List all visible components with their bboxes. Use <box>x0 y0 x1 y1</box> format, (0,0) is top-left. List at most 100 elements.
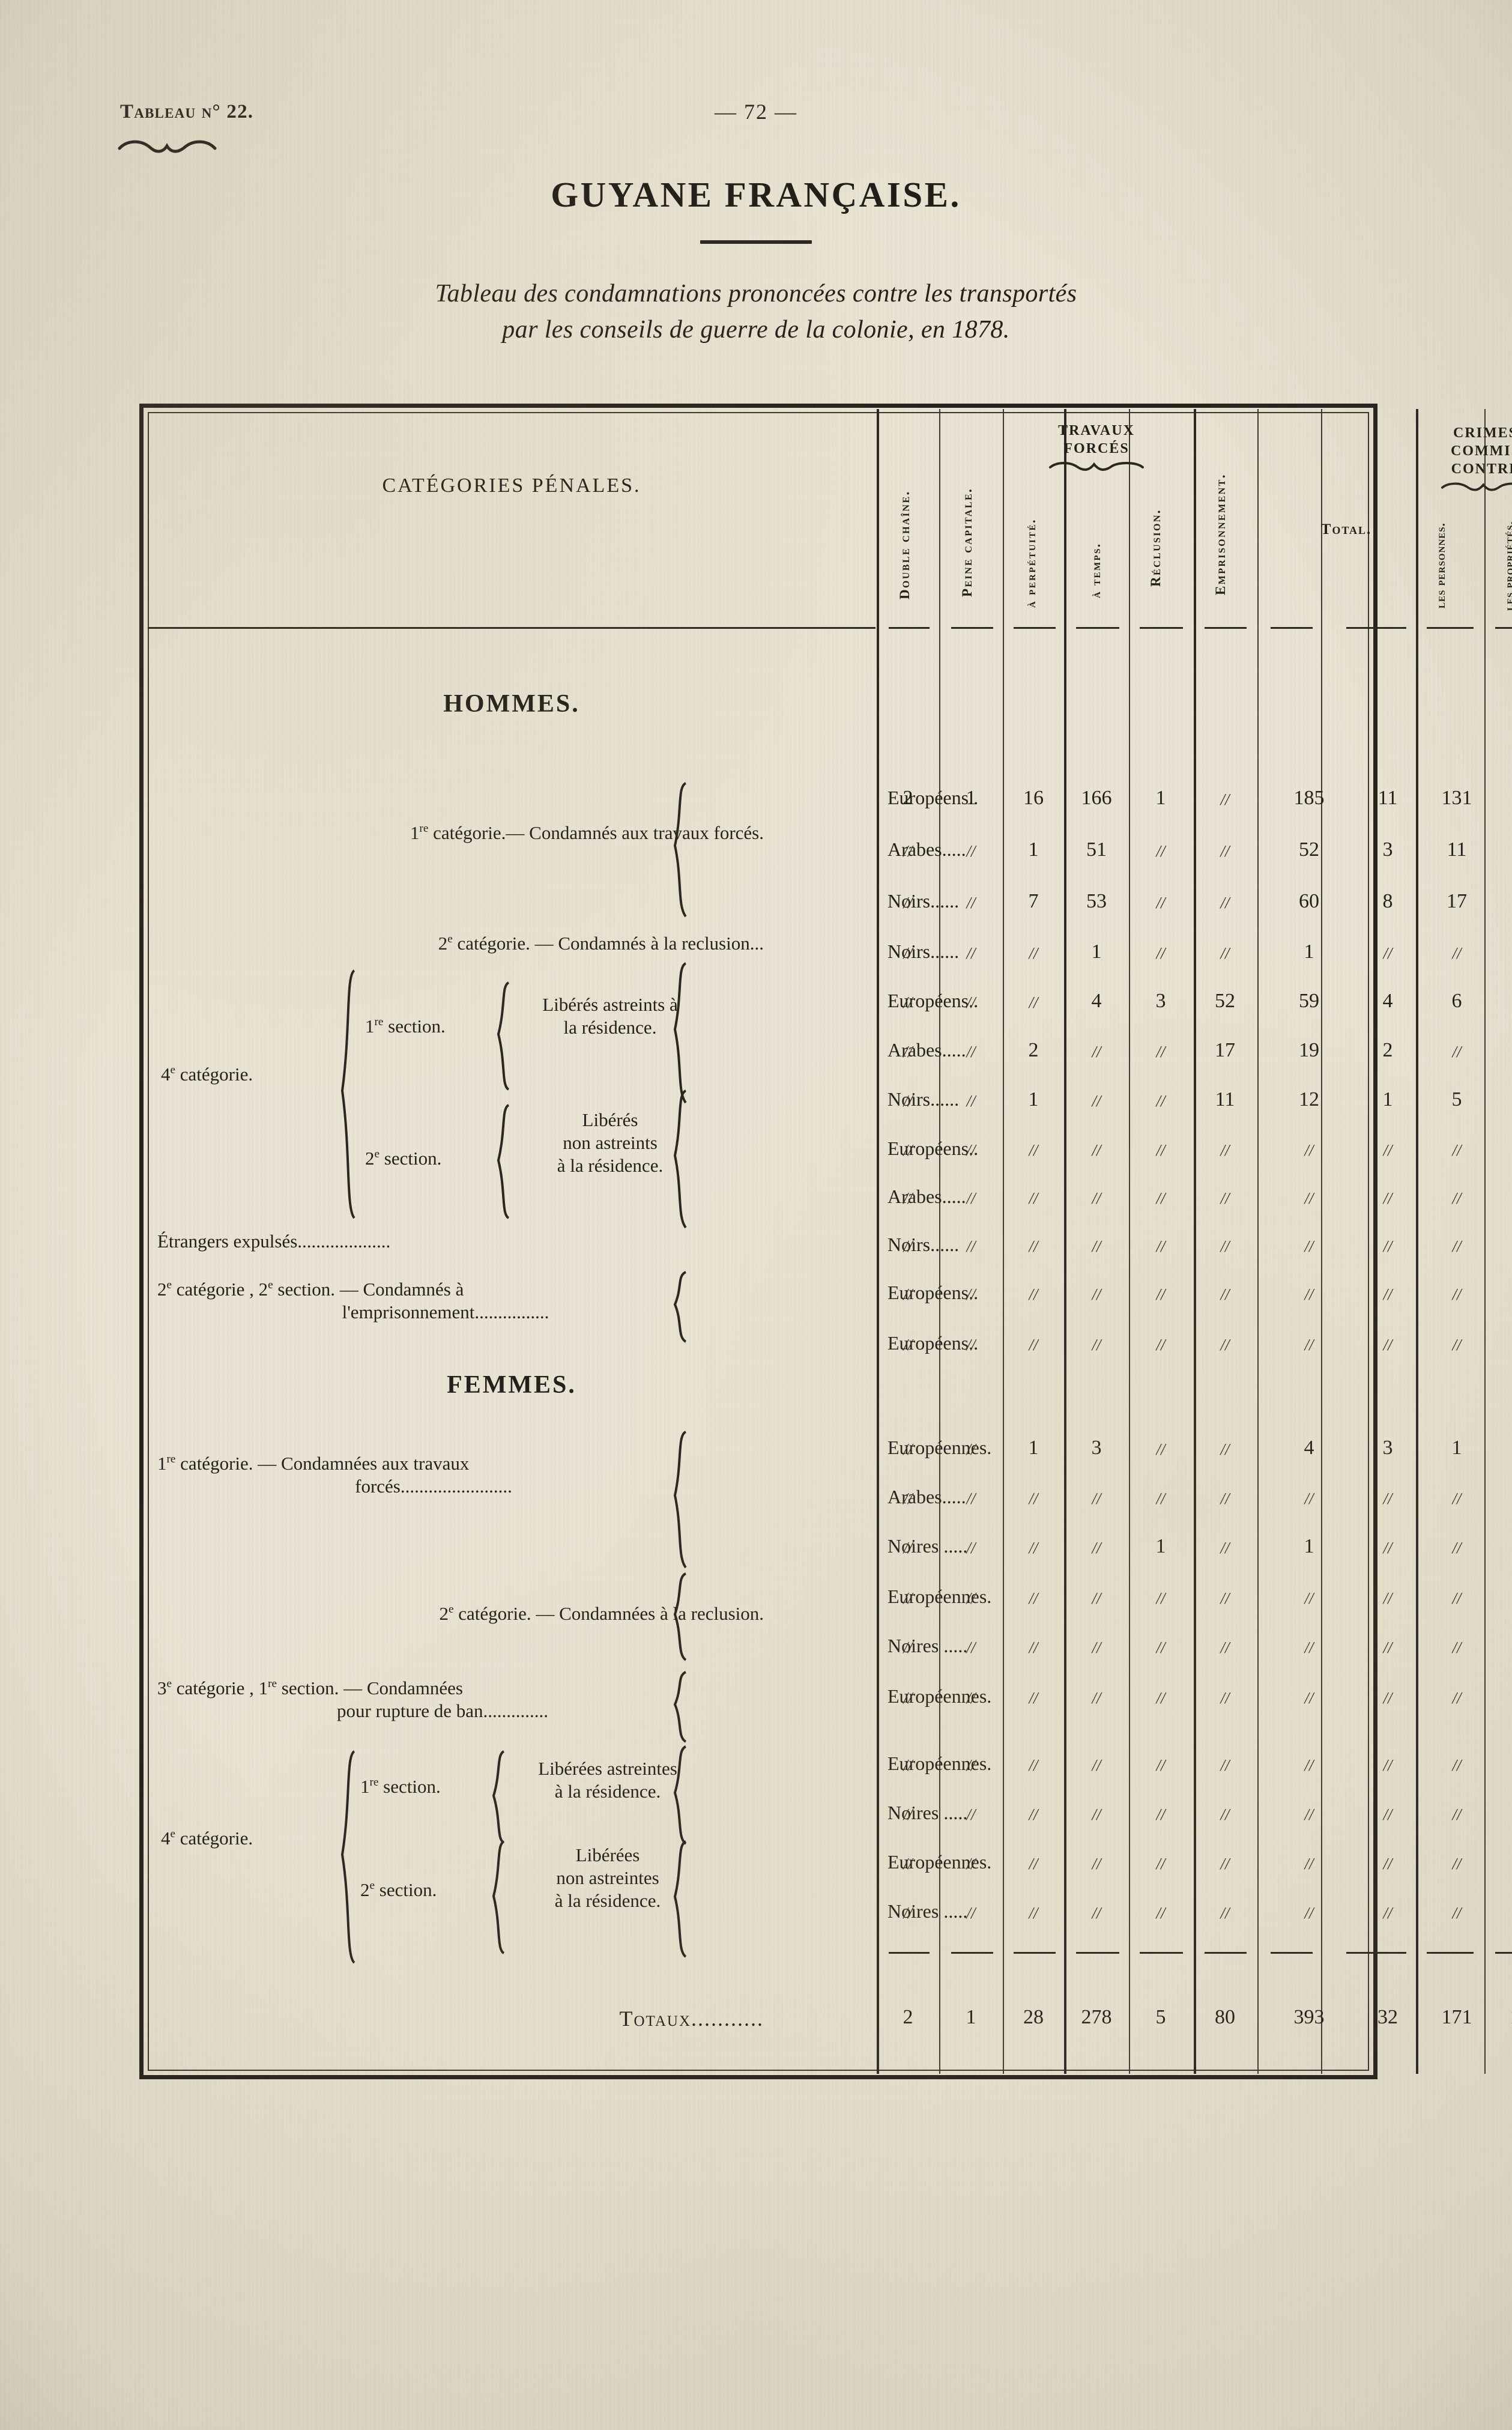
cell-femmes-r8-c8: // <box>1452 1855 1462 1873</box>
table-subtitle: Tableau des condamnations prononcées con… <box>0 276 1512 348</box>
cell-hommes-r3-c1: // <box>966 944 976 962</box>
cell-femmes-r7-c5: // <box>1220 1805 1230 1823</box>
brace-hommes-s2-ethn-icon <box>673 1089 687 1229</box>
col-group-travaux-forces: TRAVAUX FORCÉS <box>1008 422 1185 472</box>
cell-hommes-r8-c7: // <box>1383 1189 1393 1207</box>
h-s2-desc-l1: Libérés <box>582 1109 638 1130</box>
cell-femmes-r3-c9: // <box>1492 1589 1512 1608</box>
f-s2-n: 2 <box>360 1879 370 1900</box>
cell-femmes-r8-c0: // <box>903 1855 913 1873</box>
cell-hommes-r1-c7: 3 <box>1382 838 1393 861</box>
row-ethnicity-hommes-0: Européens.. <box>888 787 979 808</box>
cell-hommes-r6-c7: 1 <box>1382 1088 1393 1110</box>
brace-femmes-cat3-icon <box>673 1671 687 1743</box>
cell-hommes-r8-c0: // <box>903 1189 913 1207</box>
cell-femmes-r9-c7: // <box>1383 1904 1393 1922</box>
cell-hommes-r7-c5: // <box>1220 1141 1230 1159</box>
brace-femmes-s1-icon <box>492 1750 505 1844</box>
cell-hommes-r3-c7: // <box>1383 944 1393 962</box>
header-rule-stub <box>148 627 875 629</box>
table-frame <box>139 404 1377 2079</box>
row-ethnicity-femmes-5: Européennes. <box>888 1685 992 1707</box>
subtitle-line-2: par les conseils de guerre de la colonie… <box>502 315 1010 344</box>
cell-hommes-r6-c4: // <box>1156 1092 1166 1110</box>
cell-hommes-r8-c2: // <box>1029 1189 1038 1207</box>
subtitle-line-1: Tableau des condamnations prononcées con… <box>435 280 1077 308</box>
cell-femmes-r0-c1: // <box>966 1440 976 1458</box>
brace-hommes-cat1-icon <box>673 782 687 918</box>
cell-hommes-r11-c9: // <box>1492 1336 1512 1354</box>
row-label-femmes-cat2: 2e catégorie. — Condamnées à la reclusio… <box>157 1602 764 1625</box>
header-rule-6 <box>1271 627 1313 629</box>
cell-hommes-r6-c1: // <box>966 1092 976 1110</box>
cell-hommes-r2-c7: 8 <box>1382 890 1393 912</box>
cell-femmes-r3-c5: // <box>1220 1589 1230 1607</box>
cell-hommes-r0-c8: 131 <box>1441 787 1472 809</box>
totals-rule-3 <box>1076 1952 1119 1954</box>
cell-femmes-r1-c2: // <box>1029 1489 1038 1507</box>
cell-hommes-r0-c7: 11 <box>1377 787 1398 809</box>
cell-femmes-r9-c8: // <box>1452 1904 1462 1922</box>
cell-hommes-r4-c7: 4 <box>1382 990 1393 1012</box>
cell-femmes-r5-c7: // <box>1383 1689 1393 1707</box>
f-s1-sup: re <box>369 1776 379 1789</box>
col-header-les-personnes: les personnes. <box>1433 523 1448 609</box>
f-cat4-n: 4 <box>161 1828 171 1849</box>
cell-totals-c6: 393 <box>1293 2006 1325 2028</box>
cell-hommes-r3-c4: // <box>1156 944 1166 962</box>
cell-femmes-r9-c4: // <box>1156 1904 1166 1922</box>
col-header-peine-capitale: Peine capitale. <box>960 487 975 598</box>
row-ethnicity-hommes-3: Noirs...... <box>888 941 960 962</box>
cell-hommes-r2-c2: 7 <box>1028 890 1039 912</box>
cell-femmes-r4-c6: // <box>1304 1638 1314 1656</box>
h-empr-line2: l'emprisonnement................ <box>342 1301 549 1323</box>
row-label-femmes-cat1: 1re catégorie. — Condamnées aux travaux … <box>157 1452 746 1498</box>
row-label-hommes-s1: 1re section. <box>365 1015 497 1038</box>
cell-femmes-r2-c2: // <box>1029 1539 1038 1557</box>
group-crimes-line2: COMMIS CONTRE <box>1451 443 1512 477</box>
cell-hommes-r9-c2: // <box>1029 1237 1038 1255</box>
h-s2-numeral: 2 <box>365 1148 375 1169</box>
row-label-femmes-cat4: 4e catégorie. <box>161 1827 341 1850</box>
cell-femmes-r6-c5: // <box>1220 1756 1230 1774</box>
col-rule-3 <box>1129 409 1130 2074</box>
f-cat2-sup: e <box>448 1603 454 1616</box>
cell-totals-c5: 80 <box>1215 2006 1235 2028</box>
f-cat1-n: 1 <box>157 1453 167 1474</box>
travaux-forces-brace-icon <box>1049 462 1144 471</box>
cell-hommes-r2-c6: 60 <box>1299 890 1319 912</box>
colony-title: GUYANE FRANÇAISE. <box>551 175 961 214</box>
cat1-numeral: 1 <box>410 822 420 843</box>
cell-hommes-r7-c1: // <box>966 1141 976 1159</box>
h-s2-desc-l3: à la résidence. <box>557 1154 664 1176</box>
cell-femmes-r2-c5: // <box>1220 1539 1230 1557</box>
cell-hommes-r5-c4: // <box>1156 1043 1166 1061</box>
cell-femmes-r0-c2: 1 <box>1028 1437 1039 1459</box>
totals-rule-5 <box>1205 1952 1247 1954</box>
cell-hommes-r0-c2: 16 <box>1023 787 1044 809</box>
f-cat3-l2: pour rupture de ban.............. <box>336 1700 549 1721</box>
row-label-femmes-cat3: 3e catégorie , 1re section. — Condamnées… <box>157 1677 758 1723</box>
f-cat1-l2: forcés........................ <box>355 1475 512 1497</box>
row-ethnicity-femmes-1: Arabes..... <box>888 1486 966 1507</box>
cell-hommes-r2-c8: 17 <box>1447 890 1467 912</box>
cell-hommes-r10-c7: // <box>1383 1285 1393 1303</box>
col-rule-2 <box>1064 409 1066 2074</box>
cell-femmes-r1-c8: // <box>1452 1489 1462 1507</box>
cell-hommes-r9-c4: // <box>1156 1237 1166 1255</box>
header-rule-3 <box>1076 627 1119 629</box>
cat1-text: catégorie.— Condamnés aux travaux forcés… <box>428 822 764 843</box>
f-cat4-sup: e <box>170 1828 176 1841</box>
header-rule-4 <box>1140 627 1183 629</box>
table-frame-inner-rule <box>148 412 1369 2071</box>
cell-hommes-r4-c4: 3 <box>1155 990 1166 1012</box>
cell-hommes-r11-c1: // <box>966 1336 976 1354</box>
row-ethnicity-hommes-9: Noirs...... <box>888 1234 960 1255</box>
cell-hommes-r1-c9: 38 <box>1492 838 1512 861</box>
cell-hommes-r0-c4: 1 <box>1155 787 1166 809</box>
cell-hommes-r9-c0: // <box>903 1237 913 1255</box>
cell-hommes-r6-c2: 1 <box>1028 1088 1039 1110</box>
cell-femmes-r5-c2: // <box>1029 1689 1038 1707</box>
header-rule-9 <box>1495 627 1512 629</box>
